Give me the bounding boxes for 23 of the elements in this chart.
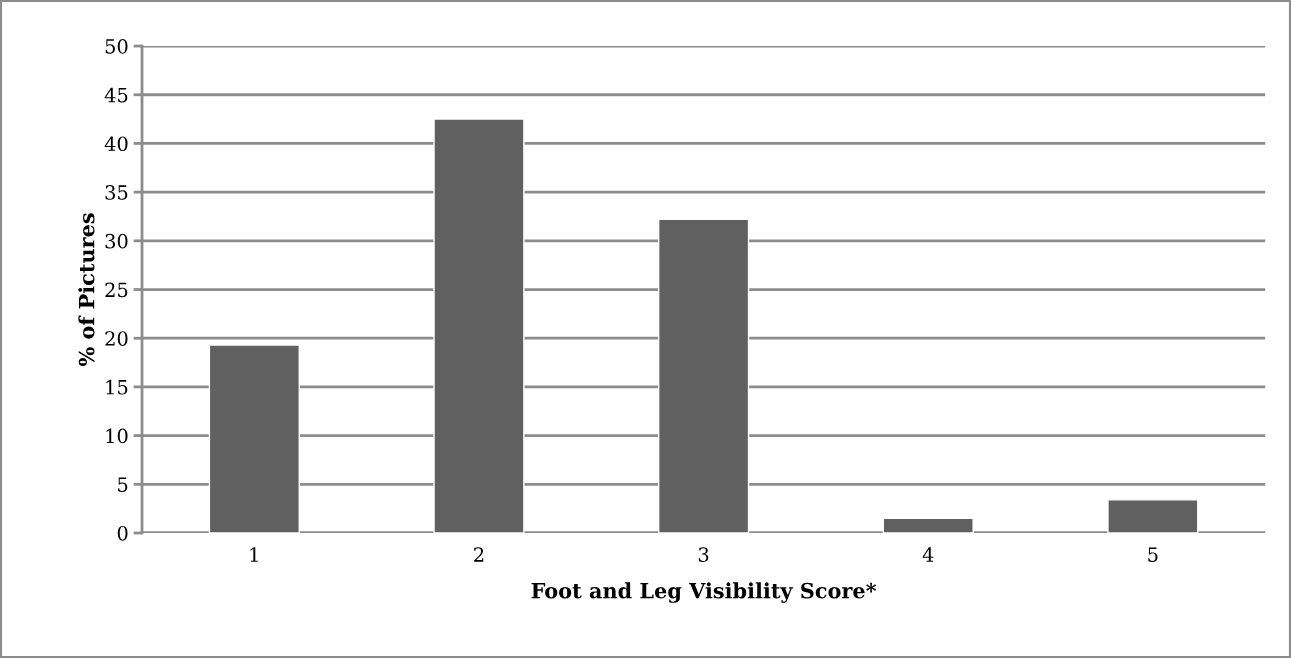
- y-axis-title: % of Pictures: [78, 213, 95, 367]
- y-tick-label: 50: [105, 39, 128, 54]
- y-tick-label: 25: [105, 282, 128, 298]
- x-tick-label: 3: [698, 547, 709, 562]
- bar: [433, 118, 525, 533]
- y-tick-label: 0: [117, 525, 128, 541]
- x-tick-label: 4: [922, 547, 934, 562]
- bar: [208, 344, 300, 533]
- x-axis-title: Foot and Leg Visibility Score*: [531, 582, 877, 603]
- x-tick-label: 2: [474, 547, 484, 562]
- y-tick-label: 15: [106, 379, 128, 395]
- y-tick-label: 20: [105, 331, 128, 346]
- y-tick-label: 30: [105, 233, 128, 249]
- y-tick-label: 10: [106, 428, 128, 444]
- y-tick-label: 40: [104, 136, 128, 152]
- y-tick-label: 5: [118, 477, 128, 492]
- bar: [882, 517, 974, 533]
- bar: [1107, 499, 1199, 533]
- bar: [657, 218, 750, 533]
- y-tick-label: 35: [105, 185, 128, 200]
- x-tick-label: 1: [250, 547, 258, 562]
- x-tick-label: 5: [1148, 547, 1158, 562]
- y-tick-label: 45: [104, 87, 128, 103]
